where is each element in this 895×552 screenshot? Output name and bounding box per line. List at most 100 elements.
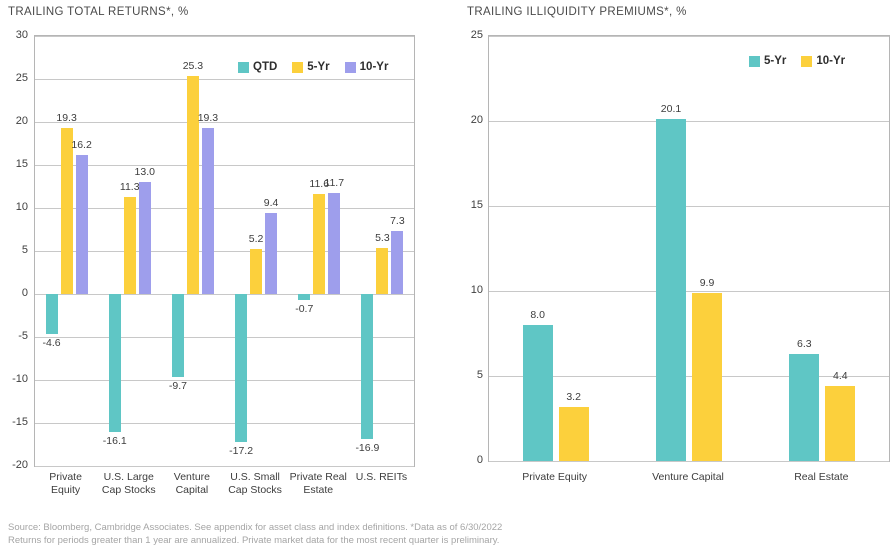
bar-5-yr (250, 249, 263, 294)
y-axis-tick-label: 25 (15, 72, 28, 84)
legend-label: QTD (253, 61, 278, 73)
gridline (489, 291, 889, 292)
gridline (35, 79, 414, 80)
bar-10-yr (75, 154, 88, 294)
bar-value-label: 19.3 (197, 112, 219, 125)
x-axis-category-label: U.S. REITs (355, 471, 408, 483)
bar-value-label: -9.7 (168, 380, 187, 393)
bar-10-yr (692, 292, 722, 461)
bar-value-label: -16.9 (355, 442, 380, 455)
source-note: Source: Bloomberg, Cambridge Associates.… (8, 521, 502, 547)
legend-label: 10-Yr (359, 61, 389, 73)
bar-value-label: 11.3 (119, 180, 140, 193)
y-axis-tick-label: 25 (470, 29, 483, 41)
bar-value-label: -16.1 (102, 435, 127, 448)
gridline (35, 337, 414, 338)
bar-qtd (45, 294, 58, 334)
x-axis-category-label: Private Equity (49, 471, 82, 496)
gridline (35, 380, 414, 381)
y-axis-tick-label: 0 (476, 454, 483, 466)
bar-10-yr (391, 231, 404, 294)
bar-qtd (108, 294, 121, 433)
legend: QTD 5-Yr 10-Yr (238, 61, 388, 73)
bar-value-label: 4.4 (833, 370, 848, 383)
x-axis-category-label: Real Estate (794, 471, 849, 483)
plot-area: -4.6 19.3 16.2 -16.1 11.3 13.0 -9.7 25.3 19.3 -17… (34, 35, 415, 467)
bar-10-yr (138, 182, 151, 294)
gridline (35, 294, 414, 295)
bar-10-yr (558, 406, 589, 461)
bar-value-label: -0.7 (295, 303, 314, 316)
legend-label: 5-Yr (307, 61, 330, 73)
legend-item: 5-Yr (749, 55, 786, 67)
bar-5-yr (313, 194, 326, 294)
bar-5-yr (60, 128, 73, 294)
gridline (35, 208, 414, 209)
gridline (489, 36, 889, 37)
bar-qtd (171, 294, 184, 378)
bar-5-yr (376, 248, 389, 294)
bar-value-label: 19.3 (56, 112, 77, 125)
y-axis-tick-label: -5 (18, 330, 28, 342)
y-axis-tick-label: 30 (15, 29, 28, 41)
bar-5-yr (123, 196, 136, 294)
source-note-line-2: Returns for periods greater than 1 year … (8, 535, 500, 546)
y-axis-tick-label: 20 (15, 115, 28, 127)
bar-value-label: 20.1 (660, 103, 682, 116)
y-axis-tick-label: 20 (470, 114, 483, 126)
bar-value-label: -17.2 (229, 444, 254, 457)
y-axis-tick-label: -15 (12, 416, 28, 428)
bar-qtd (298, 294, 311, 301)
bar-value-label: 25.3 (182, 60, 204, 73)
legend-swatch-5-yr (292, 61, 304, 73)
gridline (489, 206, 889, 207)
bar-value-label: 11.7 (324, 177, 345, 190)
gridline (35, 423, 414, 424)
legend-swatch-qtd (238, 61, 249, 73)
source-note-line-1: Source: Bloomberg, Cambridge Associates.… (8, 522, 503, 533)
x-axis-category-label: Private Equity (522, 471, 588, 483)
plot-area: 8.0 3.2 20.1 9.9 6.3 4.4 (488, 35, 890, 462)
legend: 5-Yr 10-Yr (749, 55, 845, 67)
y-axis-tick-label: 5 (21, 244, 28, 256)
legend-item: QTD (238, 61, 277, 73)
gridline (35, 165, 414, 166)
legend-label: 5-Yr (764, 55, 787, 67)
legend-swatch-5-yr (749, 55, 760, 67)
bar-value-label: -4.6 (42, 336, 61, 349)
x-axis-category-label: U.S. Large Cap Stocks (101, 471, 156, 496)
bar-5-yr (186, 76, 199, 294)
bar-value-label: 3.2 (566, 390, 581, 403)
bar-value-label: 5.2 (248, 233, 264, 246)
bar-value-label: 7.3 (390, 215, 405, 228)
y-axis-tick-label: -20 (12, 459, 28, 471)
illiquidity-premiums-chart-panel: TRAILING ILLIQUIDITY PREMIUMS*, % 8.0 3.2… (455, 0, 895, 515)
x-axis-category-label: Private Real Estate (289, 471, 347, 496)
bar-10-yr (265, 213, 278, 294)
legend-label: 10-Yr (816, 55, 846, 67)
legend-swatch-10-yr (344, 61, 356, 73)
gridline (35, 122, 414, 123)
y-axis-tick-label: 10 (15, 201, 28, 213)
bar-value-label: 16.2 (71, 138, 92, 151)
gridline (35, 466, 414, 467)
bar-value-label: 5.3 (375, 232, 390, 245)
y-axis-tick-label: -10 (12, 373, 28, 385)
x-axis-category-label: Venture Capital (173, 471, 210, 496)
bar-5-yr (522, 325, 553, 461)
bar-10-yr (201, 128, 214, 294)
y-axis-tick-label: 5 (476, 369, 483, 381)
y-axis-tick-label: 15 (470, 199, 483, 211)
legend-item: 5-Yr (292, 61, 330, 73)
gridline (35, 36, 414, 37)
bar-5-yr (789, 353, 820, 461)
y-axis-tick-label: 15 (15, 158, 28, 170)
x-axis-category-label: Venture Capital (652, 471, 724, 483)
bar-value-label: 9.4 (263, 197, 279, 210)
gridline (489, 121, 889, 122)
gridline (489, 461, 889, 462)
bar-10-yr (825, 386, 856, 461)
bar-qtd (235, 294, 248, 442)
gridline (489, 376, 889, 377)
